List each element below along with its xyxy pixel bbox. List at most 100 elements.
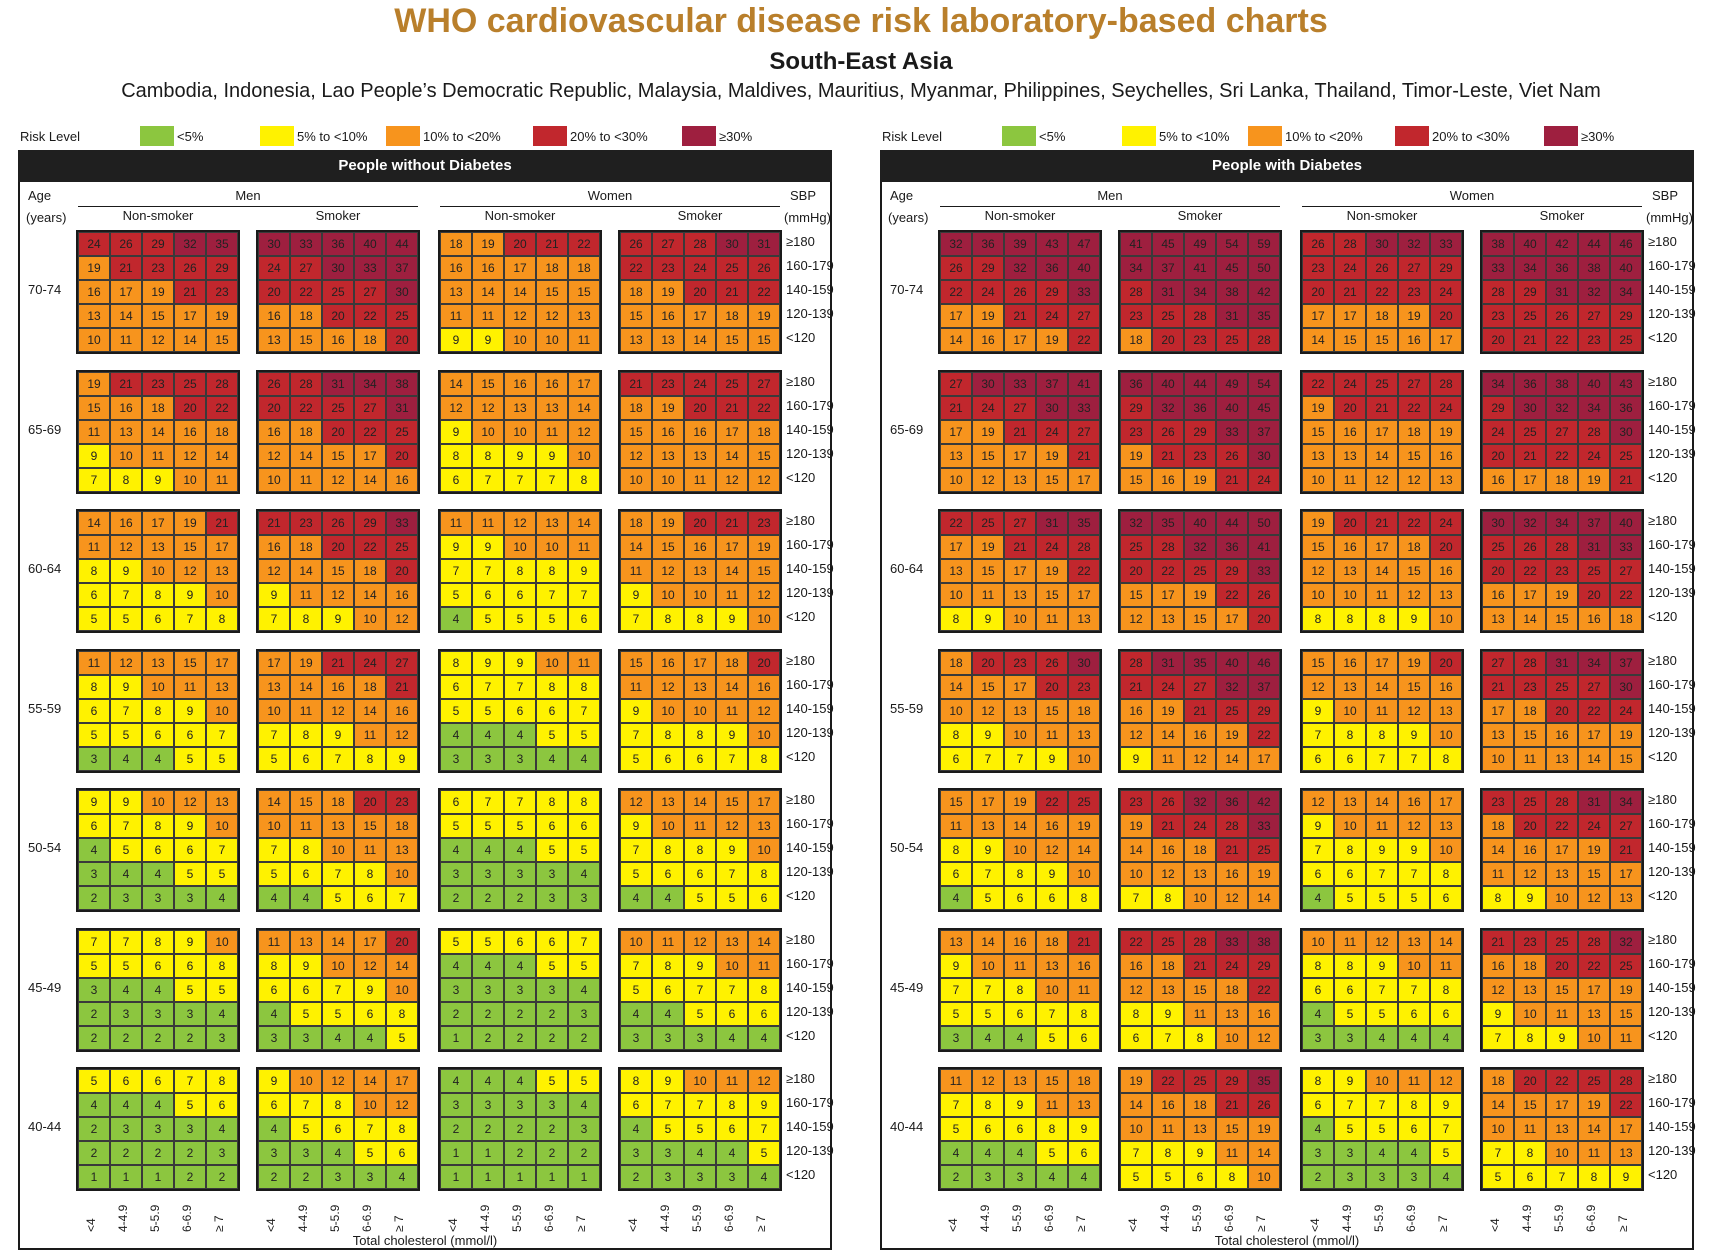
risk-cell: 6 <box>568 814 600 838</box>
risk-cell: 16 <box>1334 650 1366 675</box>
risk-cell: 5 <box>536 1069 568 1093</box>
risk-cell: 16 <box>1152 467 1184 492</box>
risk-cell: 35 <box>206 232 238 256</box>
risk-cell: 8 <box>940 607 972 631</box>
risk-cell: 8 <box>1334 722 1366 747</box>
risk-cell: 4 <box>142 1093 174 1117</box>
risk-cell: 36 <box>1514 371 1546 396</box>
risk-cell: 11 <box>290 698 322 723</box>
risk-cell: 2 <box>536 1141 568 1165</box>
risk-cell: 21 <box>174 280 206 304</box>
risk-cell: 50 <box>1248 511 1280 535</box>
risk-cell: 9 <box>1334 1069 1366 1093</box>
legend-swatch-3 <box>533 126 567 146</box>
risk-cell: 24 <box>1216 953 1248 978</box>
risk-cell: 23 <box>1120 304 1152 328</box>
risk-cell: 16 <box>1248 1001 1280 1026</box>
risk-grid-men-non-smoker: 22 25 27 31 35 17 19 21 24 28 13 15 17 19 22 10 11 13 15 17… <box>938 509 1102 633</box>
risk-cell: 32 <box>1546 395 1578 420</box>
risk-cell: 7 <box>78 467 110 492</box>
risk-cell: 30 <box>1036 395 1068 420</box>
risk-cell: 44 <box>1216 511 1248 535</box>
risk-cell: 8 <box>1152 1141 1184 1165</box>
risk-cell: 22 <box>354 304 386 328</box>
risk-cell: 14 <box>1302 328 1334 352</box>
risk-cell: 15 <box>972 559 1004 583</box>
risk-cell: 12 <box>142 328 174 352</box>
cholesterol-tick-label: 5-5.9 <box>510 1204 524 1232</box>
risk-cell: 16 <box>110 395 142 420</box>
risk-cell: 38 <box>1216 280 1248 304</box>
risk-cell: 34 <box>1610 280 1642 304</box>
risk-cell: 13 <box>652 443 684 468</box>
risk-cell: 36 <box>1546 256 1578 280</box>
risk-cell: 5 <box>940 1117 972 1141</box>
risk-cell: 3 <box>440 1093 472 1117</box>
risk-cell: 12 <box>386 722 418 747</box>
risk-cell: 16 <box>1430 674 1462 699</box>
risk-cell: 14 <box>972 929 1004 954</box>
risk-cell: 10 <box>504 328 536 352</box>
risk-cell: 17 <box>386 1069 418 1093</box>
risk-cell: 4 <box>940 886 972 910</box>
risk-cell: 11 <box>1514 1117 1546 1141</box>
risk-cell: 8 <box>1578 1165 1610 1189</box>
risk-cell: 18 <box>1482 814 1514 838</box>
risk-cell: 3 <box>440 862 472 886</box>
risk-cell: 9 <box>1184 1141 1216 1165</box>
risk-cell: 25 <box>1610 953 1642 978</box>
risk-cell: 7 <box>972 746 1004 771</box>
risk-cell: 27 <box>1610 559 1642 583</box>
age-group-label: 60-64 <box>28 561 62 576</box>
risk-cell: 4 <box>142 746 174 771</box>
risk-cell: 3 <box>504 746 536 771</box>
risk-cell: 19 <box>78 256 110 280</box>
risk-cell: 27 <box>1578 674 1610 699</box>
risk-cell: 37 <box>1578 511 1610 535</box>
risk-cell: 13 <box>1482 607 1514 631</box>
risk-cell: 8 <box>652 953 684 978</box>
risk-cell: 1 <box>440 1025 472 1050</box>
risk-cell: 21 <box>1068 443 1100 468</box>
age-group-label: 55-59 <box>890 700 924 716</box>
risk-cell: 12 <box>972 1069 1004 1093</box>
risk-cell: 5 <box>472 698 504 723</box>
risk-grid-men-non-smoker: 7 7 8 9 10 5 5 6 6 8 3 4 4 5 5 2 3 3 3 4 2 2 2 2 3 <box>76 927 240 1052</box>
risk-cell: 22 <box>1036 790 1068 814</box>
risk-cell: 10 <box>1302 929 1334 954</box>
risk-cell: 16 <box>440 256 472 280</box>
risk-cell: 22 <box>1216 583 1248 607</box>
risk-cell: 5 <box>258 746 290 771</box>
risk-cell: 10 <box>620 929 652 954</box>
risk-cell: 18 <box>354 328 386 352</box>
risk-cell: 23 <box>1514 674 1546 699</box>
risk-cell: 16 <box>1216 862 1248 886</box>
risk-grid-women-non-smoker: 15 16 17 19 20 12 13 14 15 16 9 10 11 12 13 7 8 8 9 10 6 6 7 7 8 <box>1300 648 1464 773</box>
risk-cell: 21 <box>1004 535 1036 559</box>
risk-cell: 13 <box>1610 886 1642 910</box>
risk-cell: 21 <box>1514 328 1546 352</box>
sbp-row-label: <120 <box>786 609 816 624</box>
risk-cell: 12 <box>536 304 568 328</box>
sbp-row-label: ≥180 <box>786 373 815 389</box>
x-axis-label: Total cholesterol (mmol/l) <box>352 1233 498 1248</box>
risk-cell: 8 <box>1004 862 1036 886</box>
risk-cell: 12 <box>1036 838 1068 862</box>
risk-cell: 4 <box>504 722 536 747</box>
risk-cell: 6 <box>142 607 174 631</box>
risk-cell: 11 <box>1366 814 1398 838</box>
risk-cell: 14 <box>568 511 600 535</box>
risk-cell: 5 <box>748 1141 780 1165</box>
risk-cell: 7 <box>110 583 142 607</box>
risk-cell: 11 <box>258 929 290 954</box>
legend-title: Risk Level <box>882 129 942 144</box>
risk-cell: 21 <box>1482 674 1514 699</box>
age-header: Age <box>890 188 914 203</box>
risk-cell: 25 <box>1546 929 1578 954</box>
risk-cell: 16 <box>258 304 290 328</box>
risk-cell: 29 <box>206 256 238 280</box>
risk-cell: 8 <box>290 607 322 631</box>
risk-cell: 11 <box>1610 1025 1642 1050</box>
cholesterol-tick-label: ≥ 7 <box>574 1215 588 1232</box>
risk-cell: 29 <box>1430 256 1462 280</box>
